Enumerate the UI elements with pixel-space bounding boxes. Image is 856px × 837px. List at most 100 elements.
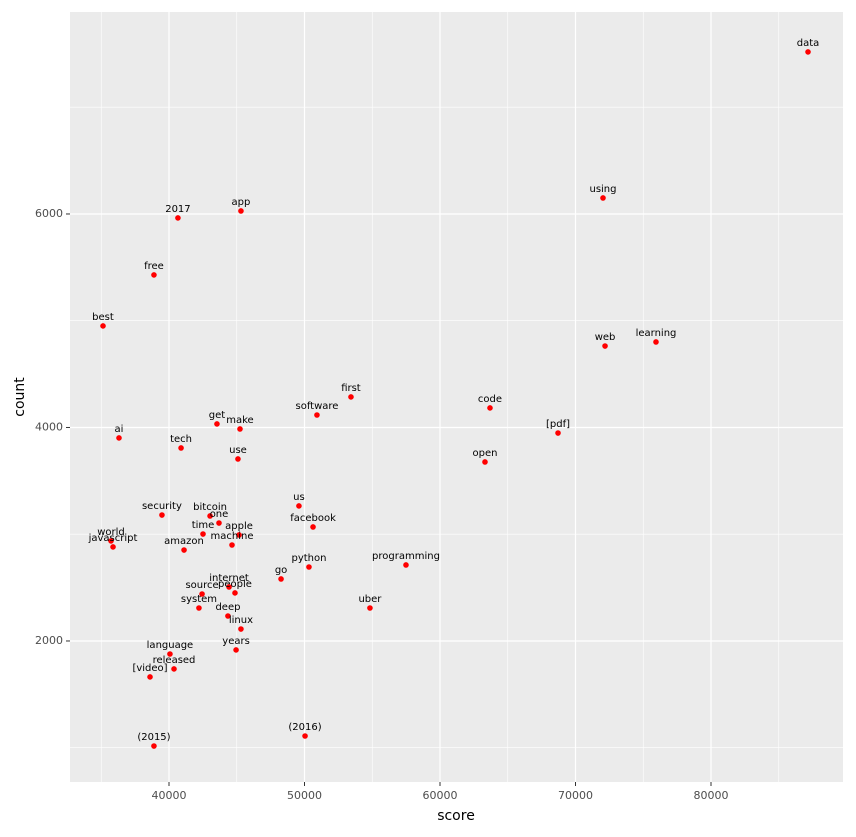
point	[178, 445, 184, 451]
x-tick-label: 70000	[558, 789, 593, 802]
point-label: code	[478, 394, 502, 405]
point	[306, 564, 312, 570]
point	[216, 520, 222, 526]
point	[175, 215, 181, 221]
y-tick-label: 6000	[35, 207, 63, 220]
point	[487, 405, 493, 411]
point	[229, 542, 235, 548]
point-label: 2017	[165, 204, 190, 215]
point-label: ai	[115, 424, 124, 435]
point	[167, 651, 173, 657]
marks: data using 2017 app free best web learning first…	[88, 38, 820, 749]
point	[602, 343, 608, 349]
point-label: (2016)	[288, 722, 321, 733]
point	[482, 459, 488, 465]
point-label: uber	[358, 594, 382, 605]
x-tick-label: 60000	[422, 789, 457, 802]
point	[151, 743, 157, 749]
point	[314, 412, 320, 418]
point-label: bitcoin	[193, 502, 227, 513]
y-tick-label: 4000	[35, 420, 63, 433]
point	[147, 674, 153, 680]
point	[310, 524, 316, 530]
point-label: internet	[209, 573, 249, 584]
point-label: using	[589, 184, 616, 195]
point-label: released	[153, 655, 196, 666]
point	[108, 538, 114, 544]
point	[196, 605, 202, 611]
point	[555, 430, 561, 436]
point-label: software	[295, 401, 338, 412]
point-label: people	[218, 579, 252, 590]
x-tick-label: 40000	[151, 789, 186, 802]
point	[226, 584, 232, 590]
point	[151, 272, 157, 278]
point	[181, 547, 187, 553]
x-tick-label: 50000	[287, 789, 322, 802]
point-label: us	[293, 492, 305, 503]
point	[302, 733, 308, 739]
point-label: world	[97, 527, 125, 538]
x-tick-label: 80000	[693, 789, 728, 802]
point	[171, 666, 177, 672]
point-label: best	[92, 312, 114, 323]
point	[207, 513, 213, 519]
point-label: one	[210, 509, 229, 520]
point-label: python	[291, 553, 326, 564]
point	[232, 590, 238, 596]
point	[653, 339, 659, 345]
point-label: javascript	[88, 533, 138, 544]
point-label: time	[192, 520, 215, 531]
point-label: data	[797, 38, 820, 49]
point-label: language	[147, 640, 194, 651]
point-label: facebook	[290, 513, 336, 524]
point-label: get	[209, 410, 226, 421]
point	[296, 503, 302, 509]
point-label: free	[144, 261, 164, 272]
point-label: system	[181, 594, 217, 605]
point-label: web	[595, 332, 616, 343]
point	[403, 562, 409, 568]
point	[238, 626, 244, 632]
point-label: [pdf]	[546, 419, 570, 430]
point-label: use	[229, 445, 247, 456]
point	[236, 532, 242, 538]
point-label: apple	[225, 521, 253, 532]
point-label: app	[232, 197, 251, 208]
point	[110, 544, 116, 550]
y-tick-label: 2000	[35, 634, 63, 647]
point-label: (2015)	[137, 732, 170, 743]
point	[348, 394, 354, 400]
point	[237, 426, 243, 432]
y-axis-title: count	[12, 377, 28, 417]
point-label: learning	[636, 328, 677, 339]
point	[235, 456, 241, 462]
point	[233, 647, 239, 653]
point	[225, 613, 231, 619]
point	[367, 605, 373, 611]
point-label: [video]	[132, 663, 167, 674]
point-label: tech	[170, 434, 192, 445]
point-label: programming	[372, 551, 440, 562]
plot-panel	[70, 12, 843, 782]
point-label: first	[341, 383, 361, 394]
point	[199, 591, 205, 597]
point	[805, 49, 811, 55]
point-label: make	[226, 415, 253, 426]
point	[159, 512, 165, 518]
point	[200, 531, 206, 537]
point	[116, 435, 122, 441]
point	[600, 195, 606, 201]
grid	[70, 12, 843, 782]
point-label: amazon	[164, 536, 204, 547]
point-label: machine	[211, 531, 254, 542]
point-label: linux	[229, 615, 253, 626]
point	[100, 323, 106, 329]
point-label: source	[185, 580, 218, 591]
point	[278, 576, 284, 582]
point-label: deep	[215, 602, 240, 613]
point-label: open	[472, 448, 497, 459]
point	[238, 208, 244, 214]
point	[214, 421, 220, 427]
